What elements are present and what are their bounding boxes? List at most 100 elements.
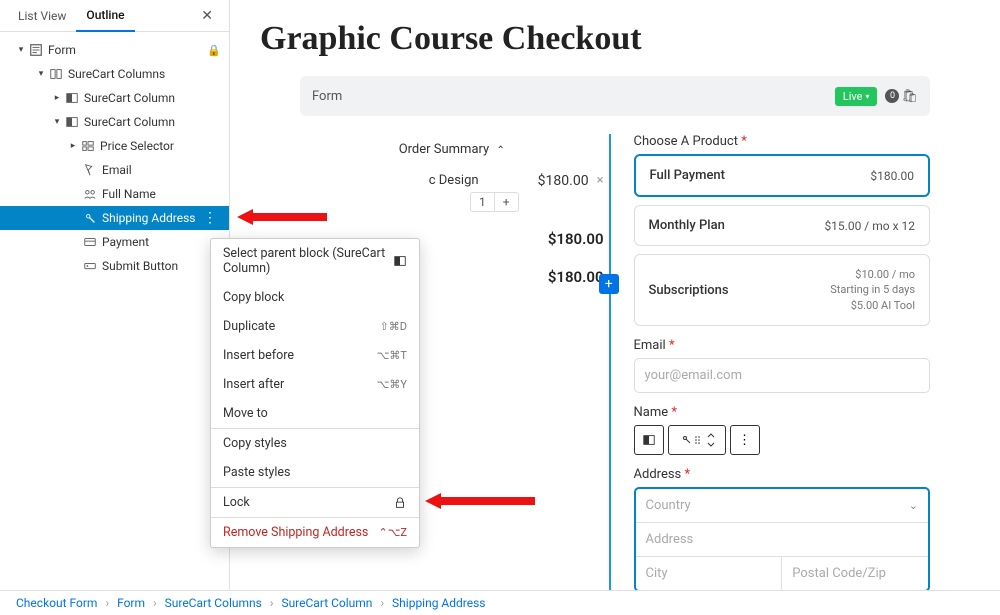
country-select[interactable]: Country bbox=[636, 489, 909, 522]
sidebar-tabs: List View Outline ✕ bbox=[0, 0, 229, 32]
form-toolbar: Form Live ▾ 0 🛍 bbox=[300, 76, 930, 116]
lock-icon: 🔒 bbox=[207, 44, 221, 57]
product-option-full-payment[interactable]: Full Payment $180.00 bbox=[634, 154, 930, 197]
live-label: Live bbox=[843, 90, 863, 103]
toolbar-block-type-button[interactable] bbox=[634, 425, 664, 455]
breadcrumb-item[interactable]: Shipping Address bbox=[392, 596, 485, 610]
ctx-copy-styles[interactable]: Copy styles bbox=[211, 429, 419, 458]
qty-value: 1 bbox=[471, 193, 495, 211]
column-divider bbox=[609, 134, 611, 590]
tab-outline[interactable]: Outline bbox=[76, 0, 134, 32]
cart-icon[interactable]: 🛍 bbox=[901, 89, 918, 104]
tree-item-payment[interactable]: Payment bbox=[0, 230, 229, 254]
ctx-select-parent[interactable]: Select parent block (SureCart Column) bbox=[211, 239, 419, 283]
quantity-stepper[interactable]: 1 + bbox=[470, 192, 519, 212]
tree-label: Email bbox=[102, 163, 221, 177]
context-menu: Select parent block (SureCart Column) Co… bbox=[210, 238, 420, 548]
column-icon bbox=[64, 90, 80, 106]
annotation-arrow bbox=[237, 207, 327, 227]
close-icon[interactable]: ✕ bbox=[193, 4, 221, 28]
tree-item-full-name[interactable]: Full Name bbox=[0, 182, 229, 206]
remove-item-icon[interactable]: × bbox=[597, 173, 604, 188]
annotation-arrow bbox=[425, 491, 535, 511]
address-label: Address * bbox=[634, 467, 930, 482]
ctx-paste-styles[interactable]: Paste styles bbox=[211, 458, 419, 487]
chevron-down-icon: ▾ bbox=[865, 92, 869, 101]
breadcrumb-item[interactable]: SureCart Column bbox=[281, 596, 372, 610]
toolbar-move-group[interactable] bbox=[668, 425, 726, 455]
item-price: $180.00 bbox=[519, 173, 589, 189]
product-name: Monthly Plan bbox=[649, 218, 725, 233]
breadcrumb-item[interactable]: SureCart Columns bbox=[165, 596, 262, 610]
choose-product-label: Choose A Product * bbox=[634, 134, 930, 149]
tree-item-form[interactable]: ▾ Form 🔒 bbox=[0, 38, 229, 62]
product-price: $180.00 bbox=[870, 169, 914, 183]
tree-item-col2[interactable]: ▾ SureCart Column bbox=[0, 110, 229, 134]
order-summary-label: Order Summary bbox=[399, 142, 490, 157]
breadcrumb: Checkout Form› Form› SureCart Columns› S… bbox=[0, 590, 1000, 615]
column-icon bbox=[64, 114, 80, 130]
chevron-up-icon: ⌃ bbox=[496, 145, 504, 156]
address-input[interactable]: Address bbox=[636, 523, 928, 556]
more-icon[interactable]: ⋮ bbox=[199, 210, 221, 226]
product-price-line: $5.00 AI Tool bbox=[830, 298, 915, 313]
page-title: Graphic Course Checkout bbox=[260, 20, 970, 58]
address-block: Country ⌄ Address City Postal Code/Zip bbox=[634, 487, 930, 590]
payment-icon bbox=[82, 234, 98, 250]
ctx-remove[interactable]: Remove Shipping Address⌃⌥Z bbox=[211, 518, 419, 547]
form-icon bbox=[28, 42, 44, 58]
name-label: Name * bbox=[634, 405, 930, 420]
live-badge[interactable]: Live ▾ bbox=[835, 87, 878, 106]
right-column: Choose A Product * Full Payment $180.00 … bbox=[634, 134, 930, 590]
tree-item-columns[interactable]: ▾ SureCart Columns bbox=[0, 62, 229, 86]
tree-item-price-selector[interactable]: ▸ Price Selector bbox=[0, 134, 229, 158]
tree-label: SureCart Column bbox=[84, 115, 221, 129]
shipping-icon bbox=[82, 210, 98, 226]
city-input[interactable]: City bbox=[636, 557, 782, 590]
order-summary-header[interactable]: Order Summary ⌃ bbox=[300, 134, 604, 165]
lock-icon bbox=[393, 496, 407, 510]
ctx-copy-block[interactable]: Copy block bbox=[211, 283, 419, 312]
tree-label: Submit Button bbox=[102, 259, 221, 273]
columns-icon bbox=[48, 66, 64, 82]
product-option-subscriptions[interactable]: Subscriptions $10.00 / mo Starting in 5 … bbox=[634, 254, 930, 326]
sidebar: List View Outline ✕ ▾ Form 🔒 ▾ SureCart … bbox=[0, 0, 230, 590]
product-name: Full Payment bbox=[650, 168, 725, 183]
breadcrumb-item[interactable]: Checkout Form bbox=[16, 596, 97, 610]
tree-label: Form bbox=[48, 43, 207, 57]
tree-label: Price Selector bbox=[100, 139, 221, 153]
email-label: Email * bbox=[634, 338, 930, 353]
breadcrumb-item[interactable]: Form bbox=[117, 596, 145, 610]
product-option-monthly[interactable]: Monthly Plan $15.00 / mo x 12 bbox=[634, 205, 930, 246]
postal-input[interactable]: Postal Code/Zip bbox=[781, 557, 928, 590]
tree-item-col1[interactable]: ▸ SureCart Column bbox=[0, 86, 229, 110]
email-icon bbox=[82, 162, 98, 178]
ctx-lock[interactable]: Lock bbox=[211, 488, 419, 517]
product-price-line: Starting in 5 days bbox=[830, 282, 915, 297]
tab-list-view[interactable]: List View bbox=[8, 1, 76, 31]
tree-item-shipping-address[interactable]: Shipping Address ⋮ bbox=[0, 206, 229, 230]
email-input[interactable] bbox=[634, 358, 930, 393]
submit-icon bbox=[82, 258, 98, 274]
ctx-duplicate[interactable]: Duplicate⇧⌘D bbox=[211, 312, 419, 341]
tree-label: Payment bbox=[102, 235, 221, 249]
price-selector-icon bbox=[80, 138, 96, 154]
ctx-move-to[interactable]: Move to bbox=[211, 399, 419, 428]
tree-item-submit-button[interactable]: Submit Button bbox=[0, 254, 229, 278]
column-icon bbox=[393, 254, 407, 268]
product-price-line: $10.00 / mo bbox=[830, 267, 915, 282]
full-name-icon bbox=[82, 186, 98, 202]
item-name: c Design bbox=[300, 173, 519, 188]
product-name: Subscriptions bbox=[649, 283, 729, 298]
tree-label: SureCart Columns bbox=[68, 67, 221, 81]
ctx-insert-after[interactable]: Insert after⌥⌘Y bbox=[211, 370, 419, 399]
tree-item-email[interactable]: Email bbox=[0, 158, 229, 182]
add-column-button[interactable]: + bbox=[599, 274, 619, 294]
ctx-insert-before[interactable]: Insert before⌥⌘T bbox=[211, 341, 419, 370]
toolbar-more-button[interactable]: ⋮ bbox=[730, 425, 760, 455]
form-bar-label: Form bbox=[312, 89, 342, 104]
outline-tree: ▾ Form 🔒 ▾ SureCart Columns ▸ SureCart C… bbox=[0, 32, 229, 284]
tree-label: Full Name bbox=[102, 187, 221, 201]
qty-plus[interactable]: + bbox=[495, 193, 518, 211]
chevron-down-icon: ⌄ bbox=[909, 499, 928, 512]
